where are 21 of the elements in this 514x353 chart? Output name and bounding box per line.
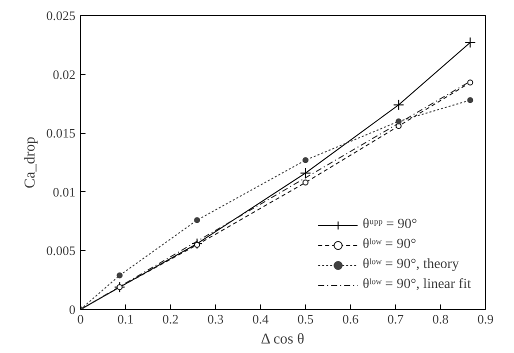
x-axis-title: Δ cos θ <box>260 332 304 348</box>
y-tick-label: 0.025 <box>46 8 76 23</box>
y-axis-title: Ca_drop <box>22 136 38 188</box>
x-tick-label: 0.7 <box>387 312 404 326</box>
y-tick-label: 0.005 <box>46 243 76 258</box>
y-tick-label: 0.015 <box>46 126 76 141</box>
legend-label: θˡᵒʷ = 90°, linear fit <box>362 277 471 293</box>
legend-label: θᵘᵖᵖ = 90° <box>362 217 418 233</box>
y-tick-label: 0.02 <box>52 66 76 82</box>
legend-label: θˡᵒʷ = 90° <box>362 237 416 253</box>
y-tick-label: 0.01 <box>52 184 76 200</box>
x-tick-label: 0.3 <box>207 312 224 326</box>
x-tick-label: 0.6 <box>342 312 360 326</box>
y-tick-label: 0 <box>69 302 76 317</box>
x-tick-label: 0.9 <box>477 312 494 326</box>
legend-label: θˡᵒʷ = 90°, theory <box>362 257 459 273</box>
x-tick-label: 0.2 <box>162 312 179 326</box>
x-tick-label: 0.1 <box>117 312 134 326</box>
x-tick-label: 0.8 <box>432 312 449 326</box>
x-tick-label: 0.5 <box>297 312 314 326</box>
x-tick-label: 0.4 <box>252 312 270 326</box>
